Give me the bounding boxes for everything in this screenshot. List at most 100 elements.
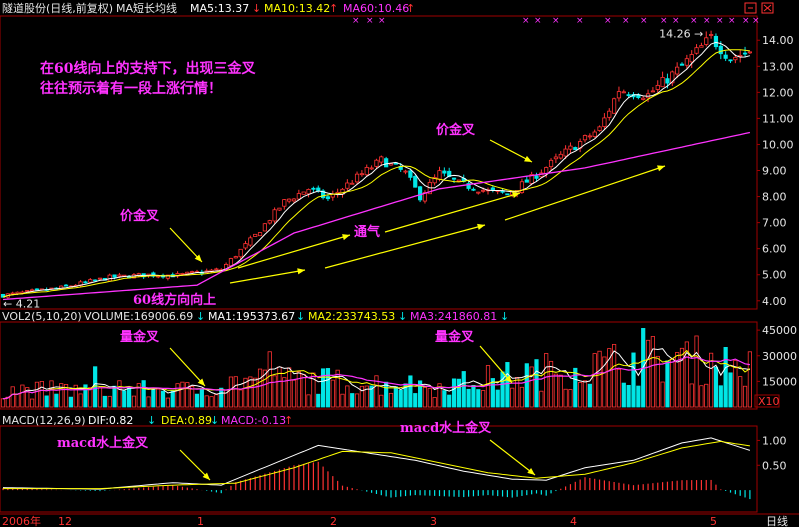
dea-arrow-icon: ↓ bbox=[210, 414, 219, 427]
volume-bar bbox=[15, 393, 20, 408]
volume-bar bbox=[524, 363, 529, 408]
volume-bar bbox=[422, 386, 428, 408]
candle-body bbox=[694, 47, 699, 54]
macd-cross-pointer-arrow-head bbox=[202, 472, 210, 480]
candle-body bbox=[548, 159, 554, 168]
candle-body bbox=[437, 170, 442, 180]
month-label-4: 4 bbox=[570, 515, 577, 527]
trend-arrow bbox=[237, 234, 351, 269]
volume-bar bbox=[350, 393, 355, 408]
volume-bar bbox=[151, 389, 156, 408]
candle-body bbox=[325, 196, 331, 200]
trend-arrow bbox=[229, 269, 306, 284]
candle-body bbox=[660, 76, 665, 88]
ma60-arrow-icon: ↑ bbox=[406, 2, 415, 15]
volume-bar bbox=[253, 377, 258, 408]
volume-bar bbox=[747, 351, 753, 408]
volume-bar bbox=[393, 386, 398, 408]
candle-body bbox=[723, 54, 728, 59]
candle-body bbox=[180, 273, 185, 275]
candle-body bbox=[612, 98, 617, 114]
volume-cross-pointer-arrow-head bbox=[197, 378, 205, 386]
candle-body bbox=[384, 158, 389, 168]
signal-x-mark: × bbox=[742, 16, 750, 26]
cross-pointer-arrow bbox=[169, 227, 203, 263]
volume-bar bbox=[209, 396, 214, 408]
volume-bar bbox=[568, 389, 573, 408]
volume-bar bbox=[39, 380, 44, 408]
volume-bar bbox=[219, 387, 224, 408]
candle-body bbox=[679, 63, 685, 66]
ma60-direction-label: 60线方向向上 bbox=[133, 292, 216, 308]
volume-bar bbox=[156, 388, 161, 408]
candle-body bbox=[529, 174, 534, 184]
macd-dif-line bbox=[2, 437, 751, 490]
period-label[interactable]: 日线 bbox=[766, 514, 788, 527]
volume-bar bbox=[417, 380, 423, 408]
restore-icon[interactable] bbox=[744, 2, 757, 14]
ma1-arrow-icon: ↓ bbox=[296, 310, 305, 323]
price-tick-label: 9.00 bbox=[762, 165, 787, 178]
volume-arrow-icon: ↓ bbox=[196, 310, 205, 323]
candle-body bbox=[641, 97, 646, 100]
close-icon[interactable] bbox=[761, 2, 774, 14]
volume-bar bbox=[146, 396, 151, 408]
volume-bar bbox=[621, 382, 626, 408]
candle-body bbox=[25, 290, 30, 292]
date-label-2006: 2006年 bbox=[2, 514, 41, 527]
candle-body bbox=[573, 147, 578, 151]
volume-bar bbox=[88, 387, 93, 408]
candle-body bbox=[262, 223, 268, 232]
volume-bar bbox=[578, 382, 583, 408]
volume-bar bbox=[175, 383, 180, 408]
volume-indicator-name: VOL2(5,10,20) bbox=[2, 310, 82, 323]
volume-panel-frame bbox=[0, 321, 758, 410]
volume-cross-pointer-arrow-head bbox=[504, 375, 512, 383]
signal-x-mark: × bbox=[690, 16, 698, 26]
signal-x-mark: × bbox=[352, 16, 360, 26]
volume-bar bbox=[243, 377, 248, 408]
volume-bar bbox=[471, 385, 476, 408]
volume-bar bbox=[107, 395, 112, 408]
volume-bar bbox=[194, 393, 200, 408]
candle-body bbox=[451, 177, 457, 180]
volume-bar bbox=[44, 395, 49, 408]
candle-body bbox=[413, 175, 418, 188]
volume-bar bbox=[131, 395, 137, 408]
volume-bar bbox=[335, 369, 340, 408]
volume-bar bbox=[291, 379, 297, 408]
volume-bar bbox=[102, 395, 107, 408]
volume-bar bbox=[670, 358, 675, 408]
candle-body bbox=[345, 182, 350, 189]
volume-bar bbox=[684, 341, 689, 408]
candle-body bbox=[88, 279, 93, 283]
volume-bar bbox=[112, 385, 117, 408]
signal-x-mark: × bbox=[552, 16, 560, 26]
volume-bar bbox=[495, 389, 500, 408]
volume-bar bbox=[287, 367, 292, 408]
volume-bar bbox=[660, 381, 665, 408]
macd-golden-cross-label-1: macd水上金叉 bbox=[57, 435, 149, 451]
volume-ma3-line bbox=[2, 356, 750, 400]
candle-body bbox=[272, 209, 277, 222]
volume-bar bbox=[160, 390, 166, 408]
volume-bar bbox=[340, 393, 345, 408]
volume-bar bbox=[723, 347, 728, 408]
volume-bar bbox=[228, 376, 234, 408]
signal-x-mark: × bbox=[522, 16, 530, 26]
volume-bar bbox=[63, 384, 69, 408]
candle-body bbox=[63, 284, 69, 287]
volume-bar bbox=[718, 385, 723, 408]
price-tick-label: 13.00 bbox=[762, 60, 794, 73]
volume-bar bbox=[316, 393, 321, 408]
volume-bar bbox=[510, 387, 515, 408]
volume-bar bbox=[437, 383, 442, 408]
volume-bar bbox=[582, 380, 588, 408]
volume-bar bbox=[548, 360, 554, 408]
volume-tick-label: 15000 bbox=[762, 375, 797, 388]
candle-body bbox=[709, 34, 714, 36]
volume-bar bbox=[665, 360, 670, 408]
volume-bar bbox=[432, 397, 437, 408]
candle-body bbox=[277, 207, 282, 211]
